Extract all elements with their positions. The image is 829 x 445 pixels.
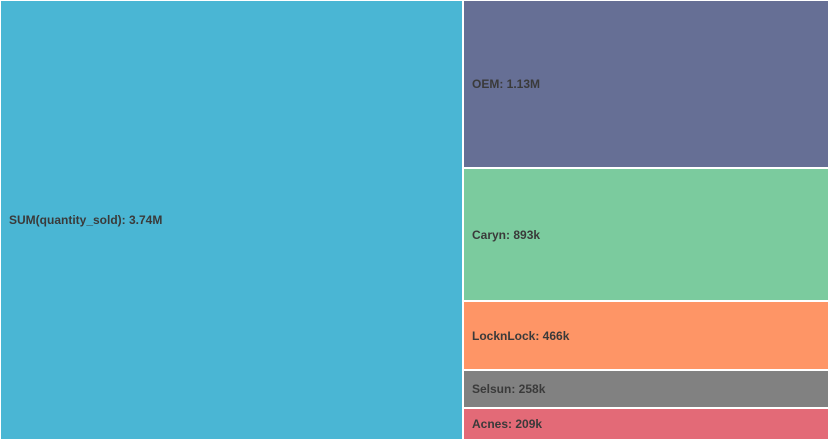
treemap-cell-sum-quantity-sold[interactable]: SUM(quantity_sold): 3.74M: [0, 0, 463, 440]
treemap-cell-acnes[interactable]: Acnes: 209k: [463, 408, 829, 440]
treemap-cell-label: Selsun: 258k: [472, 382, 546, 396]
treemap-cell-label: Caryn: 893k: [472, 227, 541, 242]
treemap-cell-locknlock[interactable]: LocknLock: 466k: [463, 301, 829, 370]
treemap-cell-oem[interactable]: OEM: 1.13M: [463, 0, 829, 168]
treemap-cell-label: OEM: 1.13M: [472, 77, 541, 91]
treemap-cell-caryn[interactable]: Caryn: 893k: [463, 168, 829, 301]
treemap-cell-selsun[interactable]: Selsun: 258k: [463, 370, 829, 408]
treemap-cell-label: SUM(quantity_sold): 3.74M: [9, 213, 163, 227]
treemap-cell-label: Acnes: 209k: [472, 417, 543, 431]
treemap-cell-label: LocknLock: 466k: [472, 328, 570, 343]
